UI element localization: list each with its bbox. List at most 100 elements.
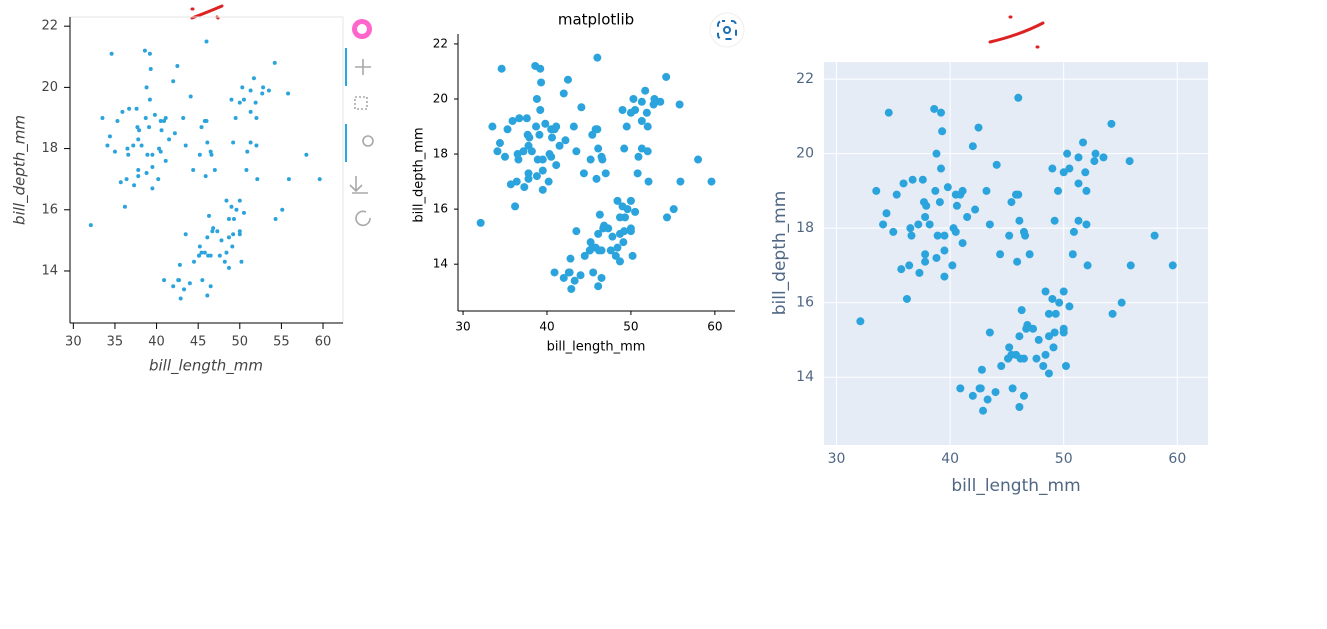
point	[215, 229, 220, 234]
point	[567, 284, 576, 293]
point	[694, 155, 703, 164]
point	[971, 205, 980, 214]
point	[226, 216, 231, 221]
point	[159, 128, 164, 133]
point	[1082, 186, 1091, 195]
point	[1069, 227, 1078, 236]
point	[191, 168, 196, 172]
scribble	[988, 15, 1045, 49]
point	[925, 220, 934, 229]
x-tick-label: 60	[315, 335, 332, 350]
point	[239, 259, 244, 264]
point	[555, 141, 564, 150]
point	[592, 174, 601, 183]
point	[163, 158, 168, 163]
point	[538, 155, 547, 164]
point	[631, 207, 640, 216]
point	[144, 85, 149, 90]
point	[532, 122, 541, 131]
point	[882, 209, 891, 218]
x-tick-label: 30	[828, 451, 846, 467]
point	[245, 149, 250, 154]
point	[906, 224, 915, 233]
point	[1150, 231, 1159, 240]
point	[985, 220, 994, 229]
point	[1034, 335, 1043, 344]
point	[145, 152, 150, 157]
point	[1008, 384, 1017, 393]
reset-tool[interactable]	[355, 210, 371, 227]
point	[1044, 369, 1053, 378]
point	[107, 134, 112, 139]
point	[968, 391, 977, 400]
point	[1074, 216, 1083, 225]
point	[675, 100, 684, 109]
x-tick-label: 40	[148, 335, 165, 350]
point	[579, 169, 588, 178]
point	[918, 175, 927, 184]
point	[1059, 287, 1068, 296]
point	[622, 122, 631, 131]
point	[124, 177, 129, 182]
point	[985, 328, 994, 337]
point	[150, 186, 155, 191]
point	[914, 220, 923, 229]
point	[115, 119, 120, 124]
point	[132, 183, 137, 188]
y-tick-label: 20	[41, 80, 58, 95]
point	[899, 179, 908, 188]
point	[237, 198, 242, 203]
chart-title: matplotlib	[558, 11, 634, 29]
point	[150, 152, 155, 157]
point	[589, 268, 598, 277]
save-tool[interactable]	[349, 176, 368, 194]
point	[144, 171, 149, 176]
screenshot-button[interactable]	[709, 12, 745, 48]
pan-tool[interactable]	[355, 59, 371, 75]
point	[1079, 138, 1088, 147]
y-tick-label: 16	[41, 202, 58, 217]
point	[261, 85, 266, 90]
y-axis-label: bill_depth_mm	[770, 191, 790, 316]
point	[601, 169, 610, 178]
point	[1048, 294, 1057, 303]
point	[1015, 332, 1024, 341]
point	[968, 142, 977, 151]
point	[171, 284, 176, 289]
point	[585, 246, 594, 255]
point	[707, 177, 716, 186]
point	[120, 109, 125, 114]
point	[304, 152, 309, 157]
point	[177, 262, 182, 267]
point	[572, 227, 581, 236]
point	[522, 114, 531, 123]
point	[593, 125, 602, 134]
point	[641, 86, 650, 95]
point	[908, 175, 917, 184]
point	[511, 202, 520, 211]
point	[171, 79, 176, 84]
point	[88, 223, 93, 228]
point	[650, 94, 659, 103]
point	[559, 89, 568, 98]
point	[1090, 157, 1099, 166]
box-zoom-tool[interactable]	[354, 96, 368, 110]
scribble	[190, 4, 224, 20]
point	[147, 125, 152, 130]
point	[177, 278, 182, 283]
point	[1005, 231, 1014, 240]
point	[222, 259, 227, 264]
point	[109, 51, 114, 56]
point	[552, 161, 561, 170]
point	[199, 250, 204, 255]
point	[137, 128, 142, 133]
point	[572, 147, 581, 156]
x-axis-label: bill_length_mm	[951, 476, 1080, 496]
wheel-zoom-tool[interactable]	[362, 135, 374, 147]
point	[921, 250, 930, 259]
point	[1048, 164, 1057, 173]
point	[616, 257, 625, 266]
point	[131, 143, 136, 148]
point	[280, 207, 285, 212]
point	[240, 85, 245, 90]
